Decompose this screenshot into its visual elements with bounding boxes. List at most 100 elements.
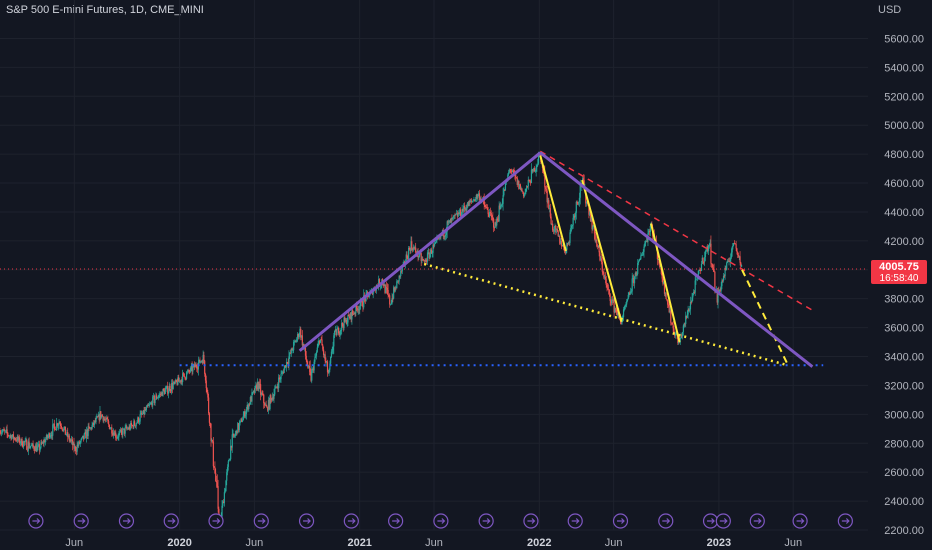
candle-body bbox=[732, 243, 734, 248]
candle-body bbox=[569, 232, 571, 243]
candle-body bbox=[324, 354, 326, 361]
event-markers[interactable] bbox=[28, 513, 853, 529]
candle-body bbox=[398, 275, 400, 282]
downtrend-line[interactable] bbox=[539, 151, 814, 368]
candle-body bbox=[55, 429, 57, 431]
candle-body bbox=[32, 443, 34, 447]
candle-body bbox=[734, 243, 736, 245]
candle-body bbox=[703, 261, 705, 263]
candle-body bbox=[305, 355, 307, 361]
drawing-annotations[interactable] bbox=[0, 150, 868, 368]
y-tick-label: 4400.00 bbox=[884, 207, 924, 219]
candle-body bbox=[422, 258, 424, 260]
candle-body bbox=[400, 270, 402, 277]
candle-body bbox=[646, 241, 648, 242]
candle-body bbox=[433, 244, 435, 246]
candle-body bbox=[259, 384, 262, 395]
candle-body bbox=[681, 335, 683, 337]
candle-body bbox=[607, 289, 610, 291]
candle-body bbox=[735, 244, 737, 249]
projection-leg-line[interactable] bbox=[741, 269, 789, 365]
candle-body bbox=[53, 423, 55, 427]
candle-body bbox=[465, 208, 467, 210]
candle-body bbox=[178, 377, 180, 382]
candle-body bbox=[185, 378, 187, 380]
chart-title: S&P 500 E-mini Futures, 1D, CME_MINI bbox=[6, 4, 204, 16]
candle-body bbox=[358, 309, 360, 311]
candle-body bbox=[137, 417, 140, 423]
candle-body bbox=[272, 397, 274, 399]
candle-body bbox=[419, 253, 422, 254]
event-marker-arrow bbox=[527, 518, 536, 524]
candle-body bbox=[121, 430, 123, 436]
candle-body bbox=[156, 395, 158, 399]
candle-body bbox=[341, 322, 343, 330]
candle-body bbox=[211, 440, 214, 442]
candle-body bbox=[731, 247, 733, 253]
candle-body bbox=[556, 229, 558, 230]
candle-body bbox=[707, 246, 709, 251]
candle-body bbox=[319, 339, 322, 343]
candle-body bbox=[150, 402, 152, 404]
candle-body bbox=[550, 216, 552, 225]
candle-body bbox=[463, 205, 465, 212]
candle-body bbox=[499, 205, 501, 210]
candle-body bbox=[276, 386, 278, 388]
candle-body bbox=[320, 339, 322, 341]
candle-body bbox=[470, 200, 472, 203]
candle-body bbox=[252, 390, 255, 393]
candle-body bbox=[710, 243, 712, 264]
candle-body bbox=[575, 201, 577, 213]
candle-body bbox=[568, 242, 570, 243]
candle-body bbox=[638, 259, 640, 262]
candle-body bbox=[635, 272, 637, 275]
candle-body bbox=[559, 240, 562, 244]
candle-body bbox=[337, 328, 340, 334]
candle-body bbox=[100, 414, 103, 418]
candle-body bbox=[663, 281, 665, 284]
candle-body bbox=[502, 195, 504, 204]
candle-body bbox=[309, 368, 311, 372]
candle-body bbox=[158, 395, 160, 397]
candle-body bbox=[547, 200, 549, 203]
candle-body bbox=[450, 218, 452, 223]
upper-resistance-line[interactable] bbox=[539, 150, 813, 311]
candle-body bbox=[670, 322, 673, 324]
yellow-swing-leg[interactable] bbox=[539, 155, 567, 252]
yellow-swing-leg[interactable] bbox=[581, 179, 623, 323]
candle-body bbox=[49, 433, 51, 438]
candle-body bbox=[659, 263, 661, 268]
candle-body bbox=[722, 275, 725, 281]
candle-body bbox=[349, 312, 351, 319]
candle-body bbox=[456, 213, 458, 215]
candle-body bbox=[314, 357, 316, 362]
candle-body bbox=[401, 266, 403, 272]
candle-body bbox=[243, 411, 245, 416]
candle-body bbox=[615, 308, 617, 310]
candle-body bbox=[630, 291, 632, 294]
candle-body bbox=[666, 298, 668, 300]
candle-body bbox=[171, 383, 173, 392]
event-marker-arrow bbox=[719, 518, 728, 524]
candle-body bbox=[11, 436, 13, 440]
candle-body bbox=[551, 223, 553, 225]
candle-body bbox=[609, 293, 611, 302]
candle-body bbox=[145, 407, 148, 411]
candle-body bbox=[322, 349, 325, 356]
candle-body bbox=[624, 304, 626, 310]
candle-body bbox=[537, 163, 539, 166]
candle-body bbox=[683, 323, 685, 326]
candle-body bbox=[61, 427, 63, 430]
uptrend-line[interactable] bbox=[298, 151, 542, 352]
candle-body bbox=[449, 220, 451, 223]
candle-body bbox=[509, 169, 511, 171]
y-tick-label: 3600.00 bbox=[884, 323, 924, 335]
candle-body bbox=[133, 421, 135, 428]
candle-body bbox=[511, 171, 513, 173]
candle-body bbox=[424, 260, 426, 261]
candle-body bbox=[693, 292, 695, 294]
candle-body bbox=[8, 435, 11, 437]
x-tick-label: Jun bbox=[784, 537, 802, 549]
candle-body bbox=[696, 278, 698, 280]
